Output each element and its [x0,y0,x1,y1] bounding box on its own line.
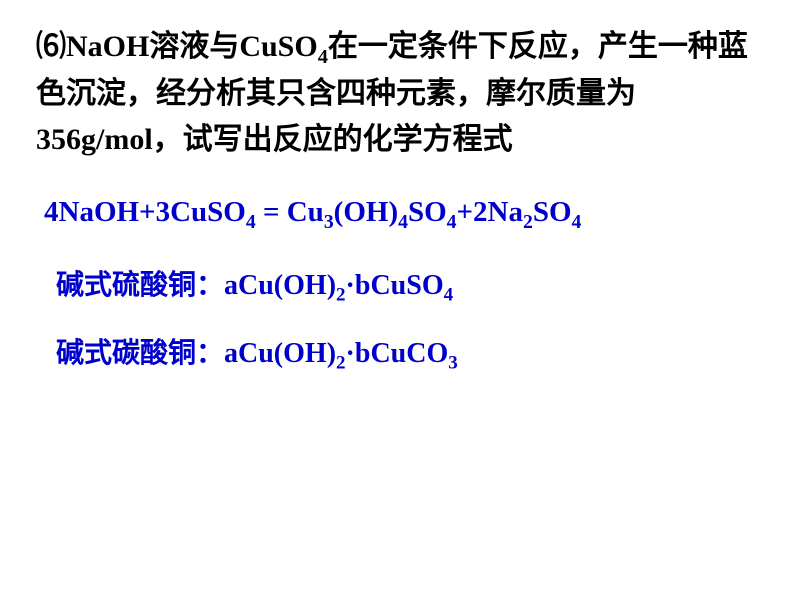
line1-s2: 4 [444,284,454,305]
line2-label: 碱式碳酸铜： [56,338,224,369]
line1-f2: bCuSO [355,270,444,301]
eq-sub3: 4 [398,210,408,232]
line1-label: 碱式硫酸铜： [56,270,224,301]
line2-f2: bCuCO [355,338,448,369]
eq-lhs1: 4NaOH+3CuSO [44,196,246,228]
eq-sub4: 4 [447,210,457,232]
problem-sub1: 4 [318,46,328,68]
eq-sub6: 4 [572,210,582,232]
eq-eq: = Cu [256,196,324,228]
line2-dot: · [346,338,355,369]
problem-marker: ⑹ [36,30,66,63]
line1-dot: · [346,270,355,301]
basic-copper-carbonate: 碱式碳酸铜：aCu(OH)2·bCuCO3 [56,331,758,371]
eq-sub5: 2 [523,210,533,232]
problem-part1: NaOH溶液与CuSO [66,30,318,63]
eq-sub1: 4 [246,210,256,232]
line1-f1: aCu(OH) [224,270,336,301]
line2-s1: 2 [336,352,346,373]
slide-content: ⑹NaOH溶液与CuSO4在一定条件下反应，产生一种蓝色沉淀，经分析其只含四种元… [0,0,794,423]
eq-sub2: 3 [324,210,334,232]
eq-mid2: SO [408,196,447,228]
eq-mid1: (OH) [334,196,398,228]
problem-text: ⑹NaOH溶液与CuSO4在一定条件下反应，产生一种蓝色沉淀，经分析其只含四种元… [36,24,758,164]
line2-f1: aCu(OH) [224,338,336,369]
line2-s2: 3 [448,352,458,373]
eq-mid4: SO [533,196,572,228]
eq-mid3: +2Na [457,196,523,228]
chemical-equation: 4NaOH+3CuSO4 = Cu3(OH)4SO4+2Na2SO4 [44,196,758,229]
line1-s1: 2 [336,284,346,305]
basic-copper-sulfate: 碱式硫酸铜：aCu(OH)2·bCuSO4 [56,263,758,303]
